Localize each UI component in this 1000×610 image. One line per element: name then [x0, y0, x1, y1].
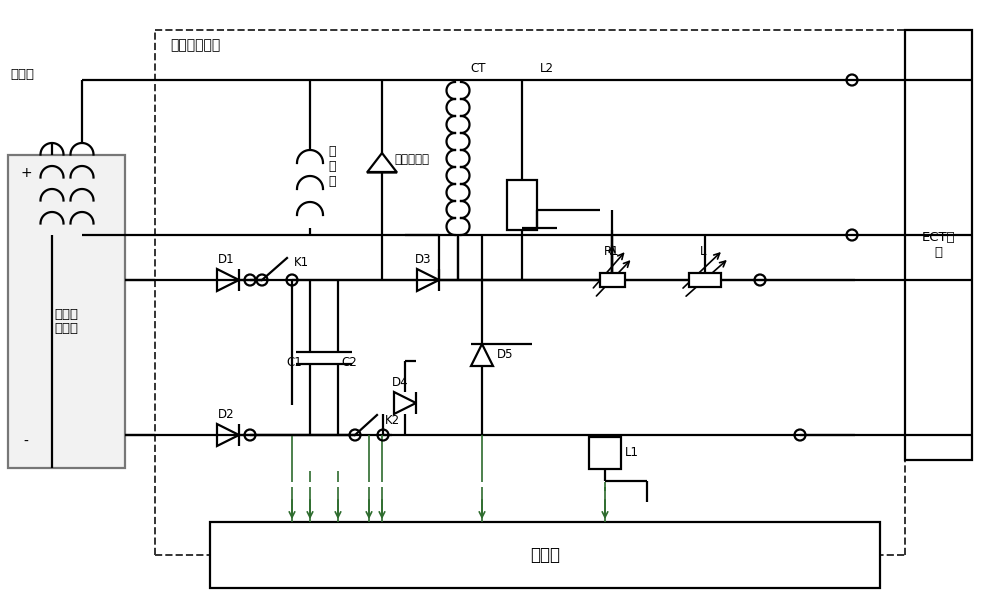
Text: 波形输出单元: 波形输出单元 — [170, 38, 220, 52]
Text: C2: C2 — [341, 356, 357, 368]
Bar — [210, 522, 880, 588]
Text: D3: D3 — [415, 253, 431, 266]
Text: D5: D5 — [497, 348, 514, 362]
Text: K2: K2 — [385, 414, 400, 426]
Text: 变压器: 变压器 — [10, 68, 34, 81]
Bar — [507, 180, 537, 230]
Text: CT: CT — [470, 62, 486, 75]
Text: 升
流
器: 升 流 器 — [328, 145, 336, 188]
Text: -: - — [24, 435, 28, 449]
Text: L1: L1 — [625, 447, 639, 459]
Text: 双向可控硅: 双向可控硅 — [394, 154, 429, 167]
Text: D4: D4 — [392, 376, 408, 389]
Text: D2: D2 — [218, 408, 234, 421]
Bar — [905, 30, 972, 460]
Bar — [689, 273, 721, 287]
Text: L: L — [700, 245, 706, 258]
Text: D1: D1 — [218, 253, 234, 266]
Text: 直流充
电电源: 直流充 电电源 — [54, 307, 78, 336]
Bar — [600, 273, 624, 287]
Text: +: + — [20, 166, 32, 180]
Bar — [8, 155, 125, 468]
Text: C1: C1 — [286, 356, 302, 368]
Text: K1: K1 — [294, 256, 309, 270]
Text: L2: L2 — [540, 62, 554, 75]
Text: 控制器: 控制器 — [530, 546, 560, 564]
Bar — [589, 437, 621, 469]
Text: ECT试
品: ECT试 品 — [922, 231, 955, 259]
Text: R1: R1 — [604, 245, 620, 258]
